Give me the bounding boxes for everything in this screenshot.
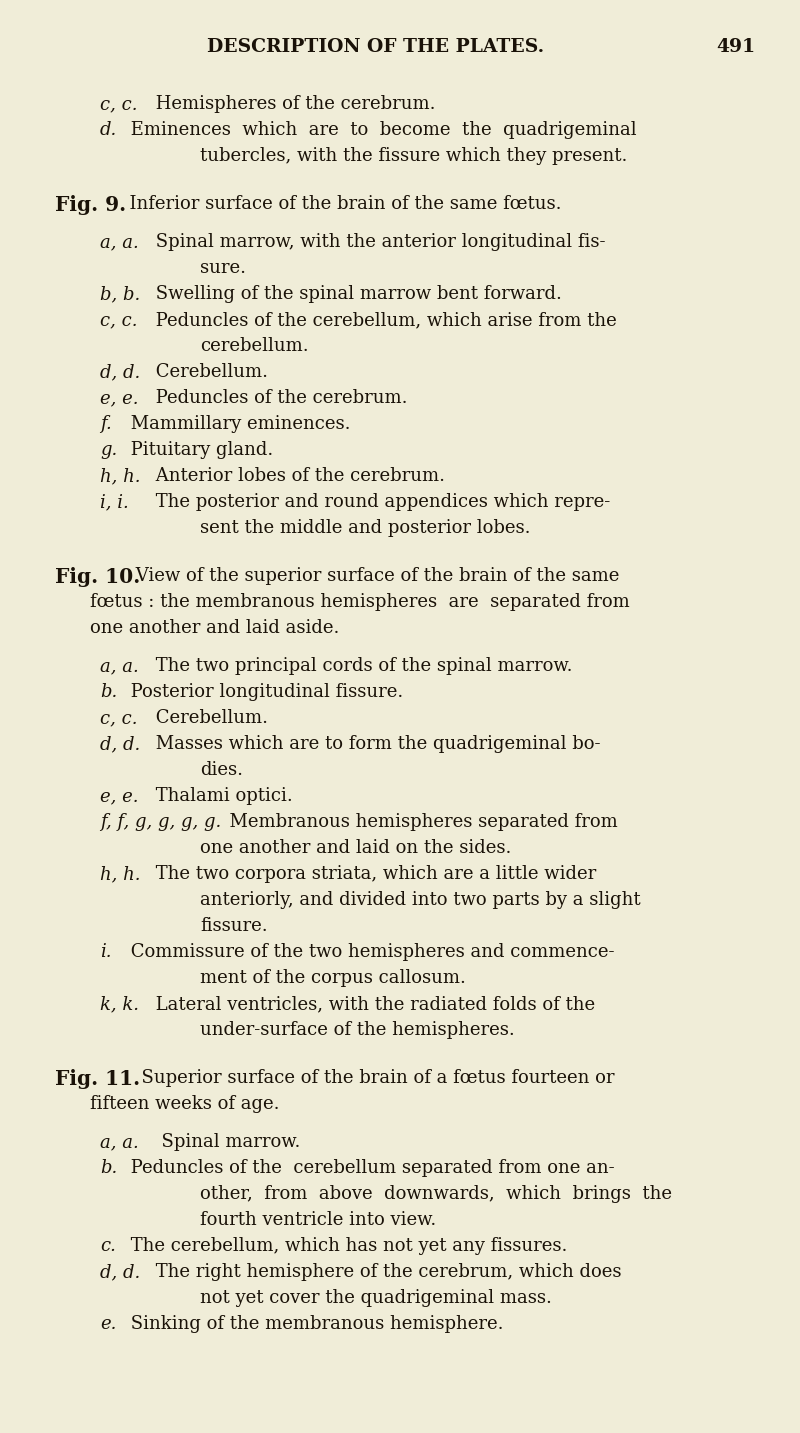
Text: e, e.: e, e.	[100, 388, 138, 407]
Text: under-surface of the hemispheres.: under-surface of the hemispheres.	[200, 1020, 514, 1039]
Text: d, d.: d, d.	[100, 1262, 140, 1281]
Text: fifteen weeks of age.: fifteen weeks of age.	[90, 1095, 279, 1113]
Text: Fig. 11.: Fig. 11.	[55, 1069, 140, 1089]
Text: fissure.: fissure.	[200, 917, 268, 934]
Text: ment of the corpus callosum.: ment of the corpus callosum.	[200, 969, 466, 987]
Text: anteriorly, and divided into two parts by a slight: anteriorly, and divided into two parts b…	[200, 891, 641, 909]
Text: Cerebellum.: Cerebellum.	[150, 709, 268, 727]
Text: Peduncles of the cerebrum.: Peduncles of the cerebrum.	[150, 388, 407, 407]
Text: h, h.: h, h.	[100, 866, 141, 883]
Text: a, a.: a, a.	[100, 1134, 138, 1151]
Text: a, a.: a, a.	[100, 656, 138, 675]
Text: g.: g.	[100, 441, 118, 459]
Text: not yet cover the quadrigeminal mass.: not yet cover the quadrigeminal mass.	[200, 1290, 552, 1307]
Text: Masses which are to form the quadrigeminal bo-: Masses which are to form the quadrigemin…	[150, 735, 601, 752]
Text: The two principal cords of the spinal marrow.: The two principal cords of the spinal ma…	[150, 656, 573, 675]
Text: sure.: sure.	[200, 259, 246, 277]
Text: d.: d.	[100, 120, 118, 139]
Text: cerebellum.: cerebellum.	[200, 337, 309, 355]
Text: Sinking of the membranous hemisphere.: Sinking of the membranous hemisphere.	[125, 1315, 503, 1333]
Text: c.: c.	[100, 1237, 116, 1255]
Text: DESCRIPTION OF THE PLATES.: DESCRIPTION OF THE PLATES.	[207, 39, 545, 56]
Text: Membranous hemispheres separated from: Membranous hemispheres separated from	[218, 813, 618, 831]
Text: Spinal marrow.: Spinal marrow.	[150, 1134, 300, 1151]
Text: Thalami optici.: Thalami optici.	[150, 787, 293, 805]
Text: tubercles, with the fissure which they present.: tubercles, with the fissure which they p…	[200, 148, 627, 165]
Text: f.: f.	[100, 416, 112, 433]
Text: i, i.: i, i.	[100, 493, 129, 512]
Text: Commissure of the two hemispheres and commence-: Commissure of the two hemispheres and co…	[125, 943, 614, 962]
Text: Lateral ventricles, with the radiated folds of the: Lateral ventricles, with the radiated fo…	[150, 995, 595, 1013]
Text: dies.: dies.	[200, 761, 243, 780]
Text: Peduncles of the cerebellum, which arise from the: Peduncles of the cerebellum, which arise…	[150, 311, 617, 330]
Text: The posterior and round appendices which repre-: The posterior and round appendices which…	[150, 493, 610, 512]
Text: The two corpora striata, which are a little wider: The two corpora striata, which are a lit…	[150, 866, 596, 883]
Text: b, b.: b, b.	[100, 285, 140, 302]
Text: Mammillary eminences.: Mammillary eminences.	[125, 416, 350, 433]
Text: Spinal marrow, with the anterior longitudinal fis-: Spinal marrow, with the anterior longitu…	[150, 234, 606, 251]
Text: c, c.: c, c.	[100, 709, 138, 727]
Text: Anterior lobes of the cerebrum.: Anterior lobes of the cerebrum.	[150, 467, 445, 484]
Text: a, a.: a, a.	[100, 234, 138, 251]
Text: Fig. 9.: Fig. 9.	[55, 195, 126, 215]
Text: 491: 491	[716, 39, 755, 56]
Text: Pituitary gland.: Pituitary gland.	[125, 441, 274, 459]
Text: e.: e.	[100, 1315, 116, 1333]
Text: fœtus : the membranous hemispheres  are  separated from: fœtus : the membranous hemispheres are s…	[90, 593, 630, 610]
Text: c, c.: c, c.	[100, 311, 138, 330]
Text: d, d.: d, d.	[100, 363, 140, 381]
Text: b.: b.	[100, 1159, 118, 1176]
Text: Posterior longitudinal fissure.: Posterior longitudinal fissure.	[125, 684, 403, 701]
Text: Fig. 10.: Fig. 10.	[55, 567, 140, 588]
Text: h, h.: h, h.	[100, 467, 141, 484]
Text: Swelling of the spinal marrow bent forward.: Swelling of the spinal marrow bent forwa…	[150, 285, 562, 302]
Text: f, f, g, g, g, g.: f, f, g, g, g, g.	[100, 813, 222, 831]
Text: The right hemisphere of the cerebrum, which does: The right hemisphere of the cerebrum, wh…	[150, 1262, 622, 1281]
Text: one another and laid on the sides.: one another and laid on the sides.	[200, 838, 511, 857]
Text: fourth ventricle into view.: fourth ventricle into view.	[200, 1211, 436, 1230]
Text: e, e.: e, e.	[100, 787, 138, 805]
Text: c, c.: c, c.	[100, 95, 138, 113]
Text: Inferior surface of the brain of the same fœtus.: Inferior surface of the brain of the sam…	[118, 195, 562, 214]
Text: b.: b.	[100, 684, 118, 701]
Text: Hemispheres of the cerebrum.: Hemispheres of the cerebrum.	[150, 95, 435, 113]
Text: k, k.: k, k.	[100, 995, 139, 1013]
Text: i.: i.	[100, 943, 111, 962]
Text: d, d.: d, d.	[100, 735, 140, 752]
Text: other,  from  above  downwards,  which  brings  the: other, from above downwards, which bring…	[200, 1185, 672, 1202]
Text: The cerebellum, which has not yet any fissures.: The cerebellum, which has not yet any fi…	[125, 1237, 567, 1255]
Text: Peduncles of the  cerebellum separated from one an-: Peduncles of the cerebellum separated fr…	[125, 1159, 614, 1176]
Text: View of the superior surface of the brain of the same: View of the superior surface of the brai…	[130, 567, 619, 585]
Text: one another and laid aside.: one another and laid aside.	[90, 619, 339, 638]
Text: Cerebellum.: Cerebellum.	[150, 363, 268, 381]
Text: sent the middle and posterior lobes.: sent the middle and posterior lobes.	[200, 519, 530, 537]
Text: Superior surface of the brain of a fœtus fourteen or: Superior surface of the brain of a fœtus…	[130, 1069, 614, 1088]
Text: Eminences  which  are  to  become  the  quadrigeminal: Eminences which are to become the quadri…	[125, 120, 637, 139]
